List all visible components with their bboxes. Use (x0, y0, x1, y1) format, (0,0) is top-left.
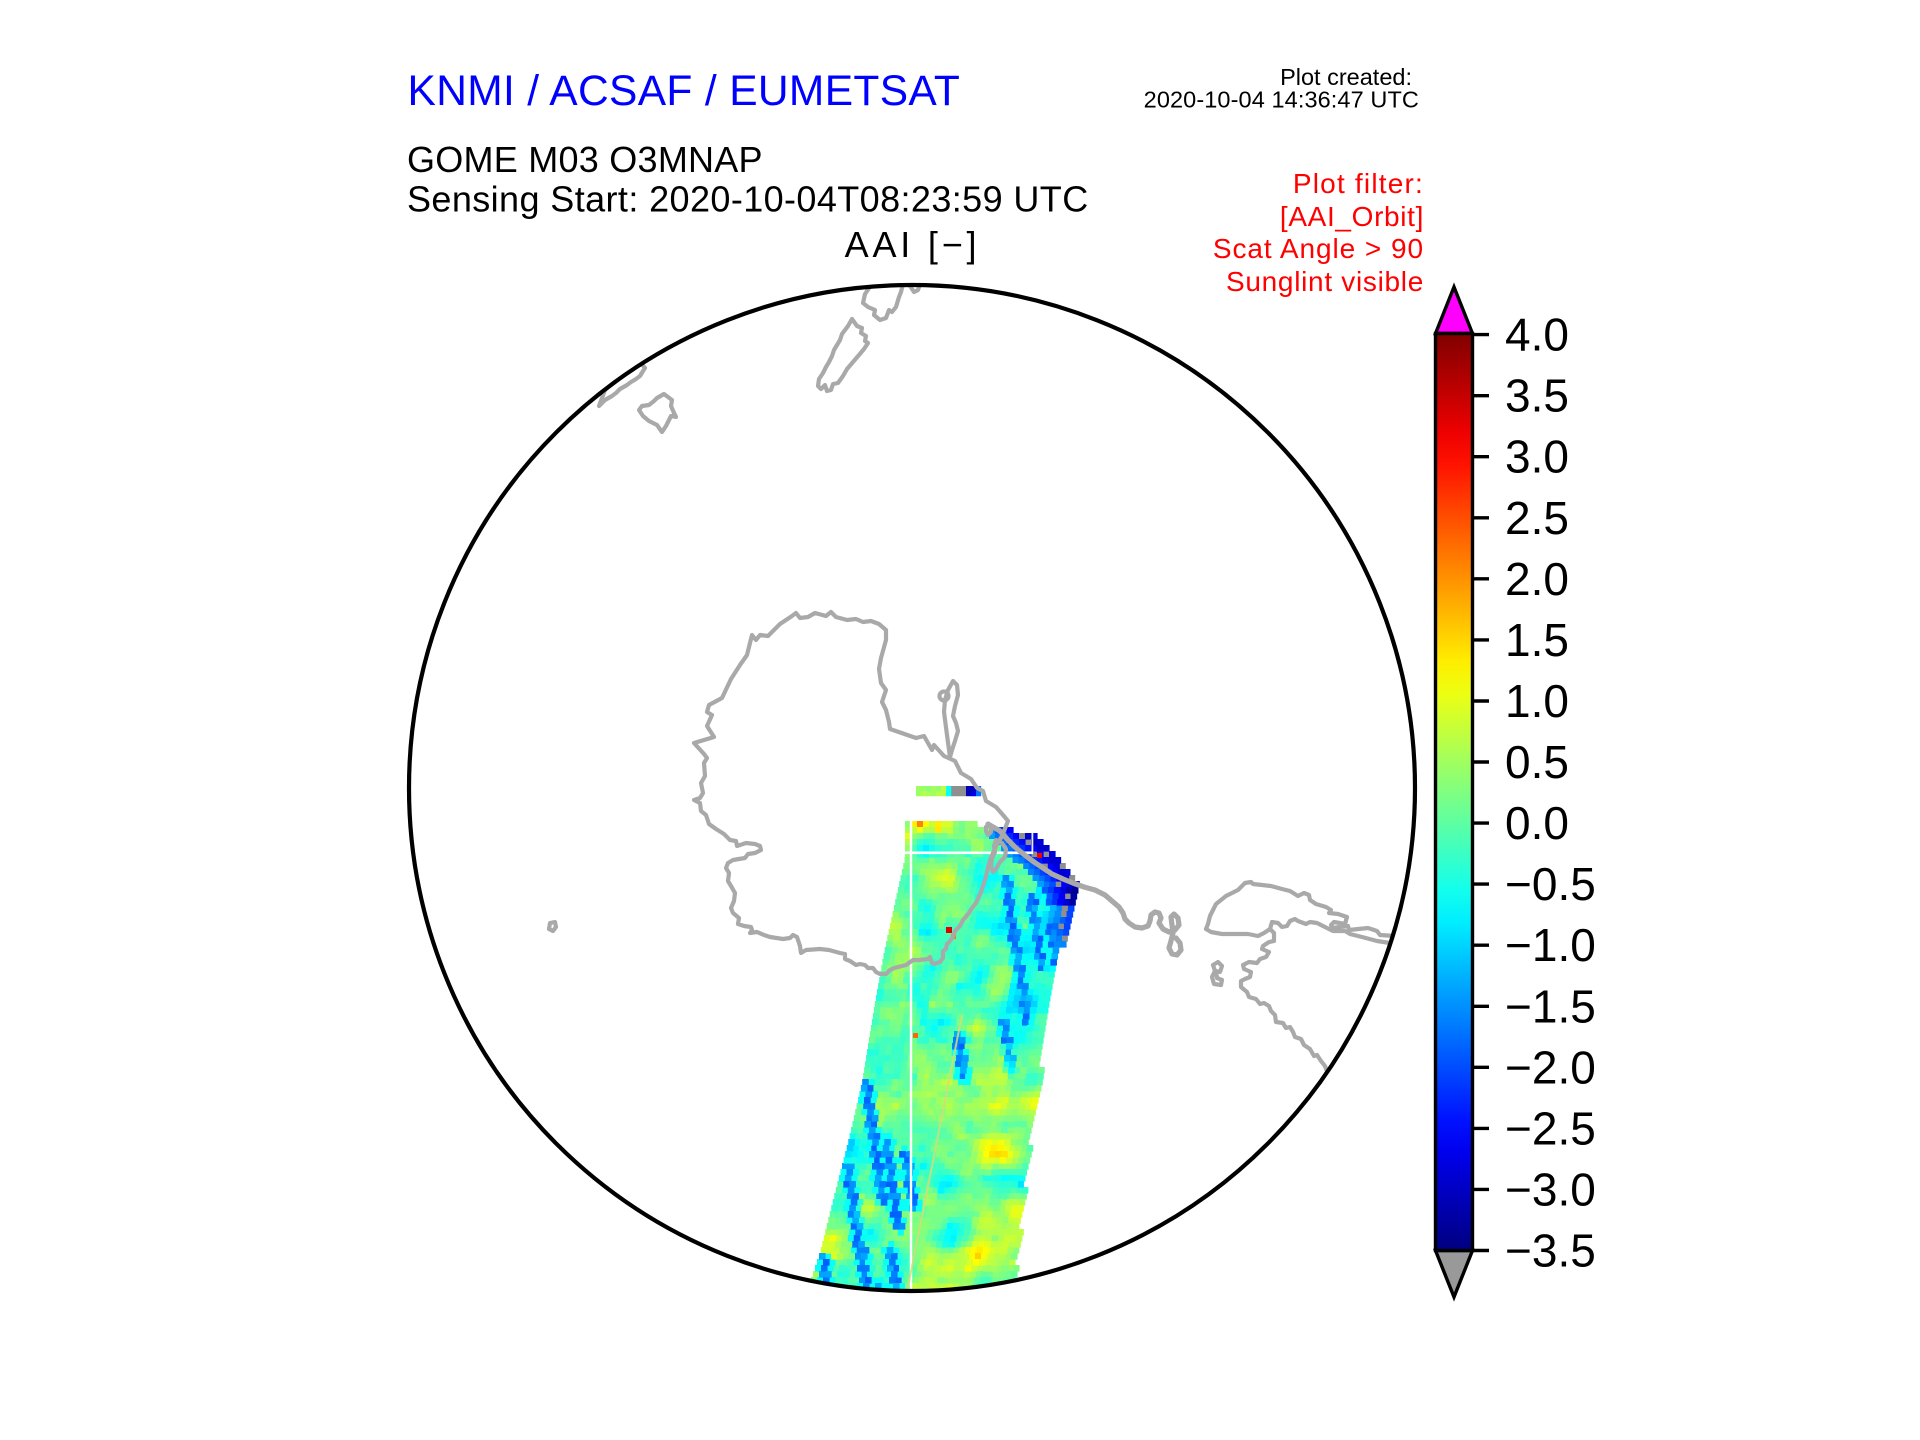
svg-text:AAI [−]: AAI [−] (845, 224, 981, 265)
svg-text:−3.0: −3.0 (1505, 1163, 1596, 1215)
svg-text:Plot filter:: Plot filter: (1293, 168, 1424, 199)
svg-text:[AAI_Orbit]: [AAI_Orbit] (1280, 201, 1424, 232)
svg-text:3.0: 3.0 (1505, 431, 1569, 483)
svg-text:−2.5: −2.5 (1505, 1102, 1596, 1154)
svg-text:4.0: 4.0 (1505, 309, 1569, 361)
svg-text:KNMI / ACSAF / EUMETSAT: KNMI / ACSAF / EUMETSAT (408, 68, 961, 115)
svg-text:2.5: 2.5 (1505, 492, 1569, 544)
svg-text:−2.0: −2.0 (1505, 1041, 1596, 1093)
svg-text:GOME M03 O3MNAP: GOME M03 O3MNAP (407, 139, 763, 180)
svg-text:Sensing Start: 2020-10-04T08:2: Sensing Start: 2020-10-04T08:23:59 UTC (407, 179, 1089, 220)
svg-text:3.5: 3.5 (1505, 370, 1569, 422)
svg-text:Plot created:: Plot created: (1280, 64, 1412, 90)
svg-text:0.5: 0.5 (1505, 736, 1569, 788)
svg-text:1.5: 1.5 (1505, 614, 1569, 666)
svg-text:1.0: 1.0 (1505, 675, 1569, 727)
svg-text:Sunglint visible: Sunglint visible (1226, 266, 1424, 297)
svg-text:−0.5: −0.5 (1505, 858, 1596, 910)
svg-text:−1.0: −1.0 (1505, 919, 1596, 971)
svg-text:2.0: 2.0 (1505, 553, 1569, 605)
svg-text:0.0: 0.0 (1505, 797, 1569, 849)
svg-text:Scat Angle > 90: Scat Angle > 90 (1213, 233, 1424, 264)
svg-text:2020-10-04 14:36:47 UTC: 2020-10-04 14:36:47 UTC (1144, 87, 1419, 113)
svg-text:−3.5: −3.5 (1505, 1225, 1596, 1277)
svg-text:−1.5: −1.5 (1505, 980, 1596, 1032)
